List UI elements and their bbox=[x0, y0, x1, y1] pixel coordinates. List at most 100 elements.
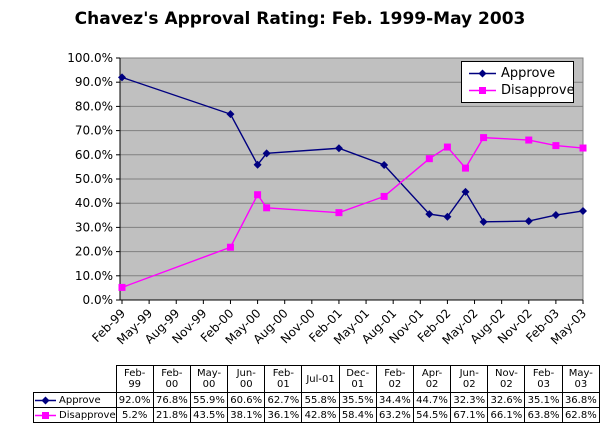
disapprove-data-marker bbox=[226, 243, 234, 251]
y-tick-label: 0.0% bbox=[83, 293, 114, 307]
disapprove-data-marker bbox=[579, 144, 587, 152]
table-value-cell: 38.1% bbox=[227, 407, 266, 423]
series-label-cell: Approve bbox=[33, 392, 117, 408]
approve-data-marker bbox=[479, 217, 488, 226]
table-value-cell: 54.5% bbox=[412, 407, 452, 423]
disapprove-legend-key-icon bbox=[469, 87, 496, 94]
approve-legend-marker bbox=[478, 69, 487, 78]
disapprove-data-marker bbox=[525, 136, 533, 144]
disapprove-data-marker bbox=[425, 155, 433, 163]
table-month-header: Feb- 02 bbox=[375, 365, 414, 393]
table-month-header: Dec- 01 bbox=[338, 365, 377, 393]
table-month-header: Nov- 02 bbox=[487, 365, 526, 393]
table-month-header: Feb- 99 bbox=[115, 365, 154, 393]
disapprove-legend-marker bbox=[479, 87, 486, 94]
y-tick-label: 70.0% bbox=[75, 124, 113, 138]
table-value-cell: 58.4% bbox=[338, 407, 377, 423]
table-value-cell: 35.5% bbox=[338, 392, 377, 408]
approve-table-key-marker bbox=[41, 396, 50, 404]
approve-data-marker bbox=[461, 187, 470, 196]
series-label-text: Disapprove bbox=[59, 409, 116, 421]
table-value-cell: 32.6% bbox=[487, 392, 526, 408]
y-tick-label: 90.0% bbox=[75, 75, 113, 89]
table-value-cell: 92.0% bbox=[115, 392, 154, 408]
y-tick-label: 60.0% bbox=[75, 148, 113, 162]
table-row-approve: Approve 92.0% 76.8% 55.9% 60.6% 62.7% 55.8% 35.… bbox=[33, 392, 600, 408]
disapprove-data-marker bbox=[335, 209, 343, 217]
approve-data-marker bbox=[118, 73, 126, 82]
table-value-cell: 55.9% bbox=[189, 392, 229, 408]
approve-data-marker bbox=[579, 206, 587, 215]
approve-data-marker bbox=[262, 149, 271, 158]
disapprove-data-marker bbox=[461, 164, 469, 172]
disapprove-table-key-marker bbox=[42, 411, 49, 419]
approve-data-marker bbox=[524, 217, 533, 226]
table-value-cell: 66.1% bbox=[487, 407, 526, 423]
y-tick-label: 30.0% bbox=[75, 220, 113, 234]
table-month-header: Feb- 01 bbox=[264, 365, 303, 393]
approve-data-marker bbox=[380, 160, 389, 169]
table-value-cell: 44.7% bbox=[412, 392, 452, 408]
table-month-header: Feb- 03 bbox=[524, 365, 563, 393]
table-value-cell: 32.3% bbox=[450, 392, 489, 408]
y-tick-label: 50.0% bbox=[75, 172, 113, 186]
table-month-header: Jun- 02 bbox=[450, 365, 489, 393]
table-value-cell: 60.6% bbox=[227, 392, 266, 408]
table-row-disapprove: Disapprove 5.2% 21.8% 43.5% 38.1% 36.1% 42.8% 5… bbox=[33, 407, 600, 423]
disapprove-data-marker bbox=[118, 283, 126, 291]
table-value-cell: 21.8% bbox=[152, 407, 191, 423]
series-label: Disapprove bbox=[34, 409, 116, 422]
table-value-cell: 34.4% bbox=[375, 392, 414, 408]
table-value-cell: 42.8% bbox=[301, 407, 340, 423]
table-value-cell: 35.1% bbox=[524, 392, 563, 408]
table-value-cell: 67.1% bbox=[450, 407, 489, 423]
legend-label-disapprove: Disapprove bbox=[501, 83, 575, 98]
table-month-header: May- 03 bbox=[561, 365, 600, 393]
series-label-text: Approve bbox=[59, 394, 101, 406]
approve-data-marker bbox=[334, 144, 343, 153]
table-month-header: May- 00 bbox=[189, 365, 229, 393]
table-month-header: Apr- 02 bbox=[412, 365, 452, 393]
table-value-cell: 76.8% bbox=[152, 392, 191, 408]
approve-data-marker bbox=[551, 211, 560, 220]
approve-data-marker bbox=[253, 160, 262, 169]
disapprove-data-marker bbox=[380, 192, 388, 200]
series-label-cell: Disapprove bbox=[33, 407, 117, 423]
table-value-cell: 5.2% bbox=[115, 407, 154, 423]
approve-legend-key-icon bbox=[469, 69, 496, 78]
disapprove-data-marker bbox=[443, 143, 451, 151]
y-tick-label: 80.0% bbox=[75, 99, 113, 113]
table-header-row: Feb- 99 Feb- 00 May- 00 Jun- 00 Feb- 01 Jul-01 Dec-… bbox=[34, 365, 600, 393]
chart-legend: Approve Disapprove bbox=[461, 61, 575, 103]
table-value-cell: 36.8% bbox=[561, 392, 600, 408]
table-month-header: Feb- 00 bbox=[152, 365, 191, 393]
y-tick-label: 100.0% bbox=[67, 51, 113, 65]
chart-title: Chavez's Approval Rating: Feb. 1999-May … bbox=[74, 9, 526, 29]
disapprove-data-marker bbox=[552, 142, 560, 150]
disapprove-data-marker bbox=[254, 191, 262, 199]
legend-label-approve: Approve bbox=[501, 66, 556, 81]
y-tick-label: 20.0% bbox=[75, 245, 113, 259]
table-month-header: Jun- 00 bbox=[227, 365, 266, 393]
table-value-cell: 63.2% bbox=[375, 407, 414, 423]
y-tick-label: 40.0% bbox=[75, 196, 113, 210]
table-value-cell: 63.8% bbox=[524, 407, 563, 423]
disapprove-data-marker bbox=[263, 204, 271, 212]
table-value-cell: 43.5% bbox=[189, 407, 229, 423]
legend-entry-approve: Approve bbox=[469, 65, 571, 82]
approve-data-marker bbox=[443, 212, 452, 221]
y-tick-label: 10.0% bbox=[75, 269, 113, 283]
table-month-header: Jul-01 bbox=[301, 365, 340, 393]
table-corner-cell bbox=[34, 366, 117, 393]
approve-data-marker bbox=[425, 210, 434, 219]
approve-data-marker bbox=[226, 110, 235, 119]
approve-legend-key-icon bbox=[35, 396, 56, 404]
table-value-cell: 62.8% bbox=[561, 407, 600, 423]
legend-entry-disapprove: Disapprove bbox=[469, 82, 575, 99]
table-value-cell: 36.1% bbox=[264, 407, 303, 423]
table-value-cell: 62.7% bbox=[264, 392, 303, 408]
disapprove-data-marker bbox=[480, 134, 488, 142]
approval-data-table: Feb- 99 Feb- 00 May- 00 Jun- 00 Feb- 01 Jul-01 Dec-… bbox=[33, 365, 600, 423]
table-value-cell: 55.8% bbox=[301, 392, 340, 408]
